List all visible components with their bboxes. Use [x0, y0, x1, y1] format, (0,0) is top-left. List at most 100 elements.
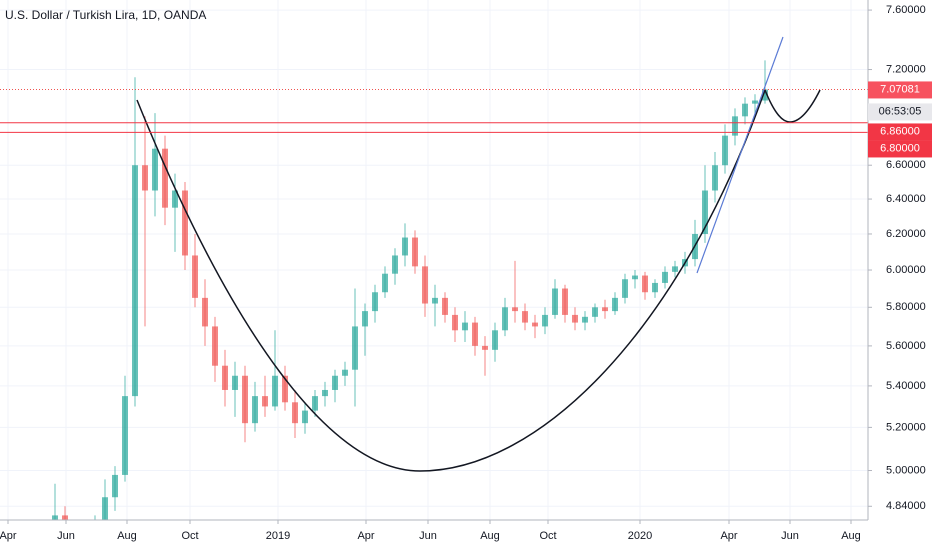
candle-body [512, 307, 518, 312]
grid [0, 0, 868, 520]
candle-body [322, 389, 328, 397]
candle-body [412, 237, 418, 267]
candle-body [592, 307, 598, 317]
candle-body [622, 279, 628, 298]
price-line-label: 6.80000 [880, 142, 920, 154]
candles [52, 60, 768, 520]
candle-body [112, 474, 118, 498]
candle-body [542, 314, 548, 327]
y-tick-label: 7.60000 [886, 4, 926, 16]
candle-body [502, 307, 508, 331]
price-line-label: 6.86000 [880, 125, 920, 137]
x-tick-label: Jun [781, 530, 799, 542]
y-tick-label: 5.60000 [886, 340, 926, 352]
candle-body [662, 271, 668, 283]
candle-body [52, 515, 58, 520]
candle-body [152, 148, 158, 191]
candle-body [752, 100, 758, 104]
candle-body [372, 292, 378, 312]
candle-body [282, 375, 288, 403]
drawings [0, 36, 868, 472]
x-tick-label: Aug [117, 530, 137, 542]
last-price-label-bg [868, 81, 932, 99]
x-tick-label: Aug [841, 530, 861, 542]
candle-body [422, 266, 428, 304]
candle-body [672, 266, 678, 272]
price-line-label-bg [868, 123, 932, 141]
candle-body [562, 288, 568, 315]
candle-body [472, 322, 478, 346]
candle-body [612, 297, 618, 312]
x-tick-label: Jun [57, 530, 75, 542]
x-tick-label: Apr [0, 530, 17, 542]
countdown: 06:53:05 [879, 105, 922, 117]
candle-body [492, 330, 498, 350]
y-tick-label: 4.84000 [886, 500, 926, 512]
x-tick-label: Oct [539, 530, 556, 542]
candle-body [182, 190, 188, 256]
handle-curve [764, 89, 821, 123]
candle-body [342, 369, 348, 376]
candle-body [602, 307, 608, 312]
candle-body [652, 282, 658, 293]
time-axis [0, 520, 932, 550]
candle-body [132, 165, 138, 397]
candle-body [642, 275, 648, 293]
candle-body [732, 116, 738, 136]
x-tick-label: 2019 [266, 530, 290, 542]
y-tick-label: 5.80000 [886, 301, 926, 313]
y-tick-label: 5.40000 [886, 380, 926, 392]
candle-body [582, 316, 588, 323]
candle-body [172, 190, 178, 208]
candle-body [722, 135, 728, 166]
candle-body [442, 297, 448, 315]
y-tick-label: 7.20000 [886, 63, 926, 75]
candle-body [392, 255, 398, 274]
candle-body [522, 311, 528, 323]
candle-body [222, 365, 228, 390]
x-tick-label: Apr [357, 530, 374, 542]
candle-body [212, 326, 218, 366]
candle-body [272, 375, 278, 407]
candle-body [202, 297, 208, 327]
y-tick-label: 6.00000 [886, 264, 926, 276]
candle-body [312, 396, 318, 411]
candle-body [552, 288, 558, 315]
axes: 7.60000 7.20000 6.60000 6.40000 6.20000 6.000… [0, 4, 932, 542]
candle-body [102, 497, 108, 520]
y-tick-label: 6.60000 [886, 159, 926, 171]
candle-body [382, 273, 388, 293]
candle-body [292, 402, 298, 424]
x-tick-label: 2020 [628, 530, 652, 542]
trend-line [696, 36, 784, 274]
price-line-label-bg [868, 140, 932, 158]
chart-title: U.S. Dollar / Turkish Lira, 1D, OANDA [5, 8, 206, 22]
candle-body [762, 89, 768, 101]
candle-body [702, 190, 708, 234]
candle-body [122, 396, 128, 475]
y-tick-label: 6.20000 [886, 228, 926, 240]
candle-body [482, 345, 488, 350]
candle-body [452, 314, 458, 331]
candle-body [192, 255, 198, 298]
candle-body [432, 297, 438, 304]
candle-body [62, 515, 68, 520]
candle-body [302, 410, 308, 424]
candle-body [632, 275, 638, 280]
candle-body [332, 375, 338, 390]
x-tick-label: Apr [720, 530, 737, 542]
x-tick-label: Jun [419, 530, 437, 542]
candle-body [712, 165, 718, 191]
y-tick-label: 5.00000 [886, 464, 926, 476]
candle-body [462, 322, 468, 331]
candle-body [572, 314, 578, 323]
y-tick-label: 6.40000 [886, 193, 926, 205]
y-tick-label: 5.20000 [886, 421, 926, 433]
candle-body [142, 165, 148, 191]
candle-body [242, 375, 248, 424]
last-price-label: 7.07081 [880, 83, 920, 95]
candle-body [402, 237, 408, 256]
candle-body [362, 311, 368, 327]
x-tick-label: Aug [480, 530, 500, 542]
